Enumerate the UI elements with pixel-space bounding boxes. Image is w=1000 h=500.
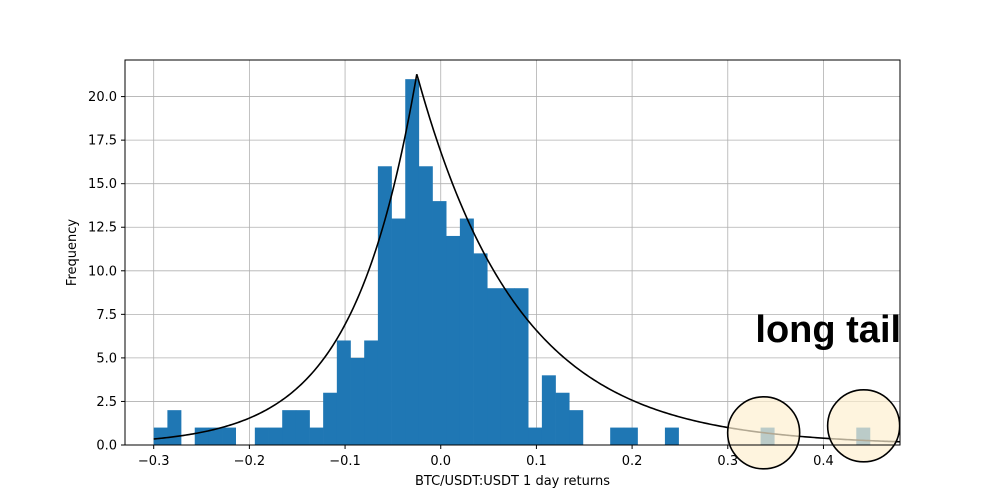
x-tick-label: −0.1 <box>329 454 361 469</box>
y-tick-label: 17.5 <box>88 134 117 149</box>
x-axis-ticks: −0.3 −0.2 −0.1 0.0 0.1 0.2 0.3 0.4 <box>138 445 834 469</box>
x-tick-label: −0.3 <box>138 454 170 469</box>
histogram-bar <box>282 410 297 445</box>
histogram-bar <box>664 427 679 445</box>
x-tick-label: 0.0 <box>430 454 451 469</box>
tail-highlights <box>726 389 901 470</box>
histogram-bar <box>350 357 365 445</box>
histogram-bar <box>418 166 433 445</box>
histogram-bar <box>194 427 209 445</box>
histogram-bar <box>377 166 392 445</box>
x-tick-label: 0.3 <box>717 454 738 469</box>
histogram-bar <box>528 427 543 445</box>
histogram-bars <box>153 79 871 445</box>
histogram-bar <box>208 427 223 445</box>
x-axis-label: BTC/USDT:USDT 1 day returns <box>415 474 610 489</box>
y-tick-label: 12.5 <box>88 221 117 236</box>
histogram-bar <box>446 235 461 445</box>
y-axis-label: Frequency <box>65 219 80 286</box>
y-tick-label: 0.0 <box>96 439 117 454</box>
histogram-bar <box>432 201 447 445</box>
histogram-bar <box>254 427 269 445</box>
y-tick-label: 2.5 <box>96 395 117 410</box>
histogram-bar <box>391 218 406 445</box>
histogram-bar <box>295 410 310 445</box>
plot-frame <box>124 59 901 446</box>
histogram-bar <box>459 218 474 445</box>
histogram-bar <box>500 288 515 445</box>
histogram-bar <box>323 392 338 445</box>
histogram-bar <box>167 410 182 445</box>
x-tick-label: 0.4 <box>813 454 834 469</box>
tail-highlight-circle <box>826 389 901 463</box>
histogram-bar <box>405 79 420 445</box>
histogram-bar <box>309 427 324 445</box>
histogram-bar <box>473 253 488 445</box>
y-tick-label: 20.0 <box>88 90 117 105</box>
long-tail-annotation: long tail <box>755 309 901 351</box>
histogram-bar <box>222 427 237 445</box>
x-tick-label: −0.2 <box>234 454 266 469</box>
y-tick-label: 15.0 <box>88 177 117 192</box>
histogram-bar <box>514 288 529 445</box>
histogram-bar <box>610 427 625 445</box>
tail-highlight-circle <box>726 396 801 470</box>
x-tick-label: 0.1 <box>526 454 547 469</box>
histogram-bar <box>555 392 570 445</box>
histogram-bar <box>153 427 168 445</box>
x-tick-label: 0.2 <box>622 454 643 469</box>
y-tick-label: 10.0 <box>88 264 117 279</box>
y-axis-ticks: 0.0 2.5 5.0 7.5 10.0 12.5 15.0 17.5 20.0 <box>88 90 125 454</box>
y-tick-label: 7.5 <box>96 308 117 323</box>
histogram-bar <box>336 340 351 445</box>
histogram-bar <box>541 375 556 445</box>
histogram-bar <box>487 288 502 445</box>
histogram-bar <box>623 427 638 445</box>
y-tick-label: 5.0 <box>96 351 117 366</box>
histogram-bar <box>268 427 283 445</box>
histogram-bar <box>569 410 584 445</box>
histogram-bar <box>364 340 379 445</box>
